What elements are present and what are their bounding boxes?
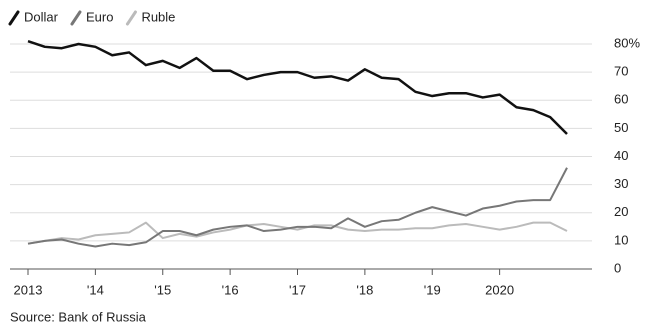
legend-label: Euro — [86, 9, 113, 24]
y-tick-label: 0 — [614, 260, 621, 275]
legend-swatch — [70, 10, 82, 26]
x-tick-label: '19 — [424, 282, 441, 297]
x-tick-label: '16 — [222, 282, 239, 297]
legend-swatch — [125, 10, 137, 26]
x-tick-label: 2013 — [14, 282, 43, 297]
series-line — [27, 221, 568, 245]
x-tick-label: '15 — [154, 282, 171, 297]
y-tick-label: 50 — [614, 120, 628, 135]
y-tick-label: 10 — [614, 232, 628, 247]
y-tick-label: 20 — [614, 204, 628, 219]
legend-label: Dollar — [24, 9, 59, 24]
x-tick-label: '17 — [289, 282, 306, 297]
x-tick-label: '18 — [356, 282, 373, 297]
y-tick-label: 80% — [614, 35, 640, 50]
legend-swatch — [8, 10, 20, 26]
source-note: Source: Bank of Russia — [10, 309, 147, 324]
y-tick-label: 60 — [614, 92, 628, 107]
series-line — [27, 167, 568, 248]
x-tick-label: 2020 — [485, 282, 514, 297]
x-tick-label: '14 — [87, 282, 104, 297]
y-tick-label: 70 — [614, 64, 628, 79]
y-tick-label: 40 — [614, 148, 628, 163]
y-tick-label: 30 — [614, 176, 628, 191]
series-line — [27, 40, 568, 135]
legend-label: Ruble — [141, 9, 175, 24]
